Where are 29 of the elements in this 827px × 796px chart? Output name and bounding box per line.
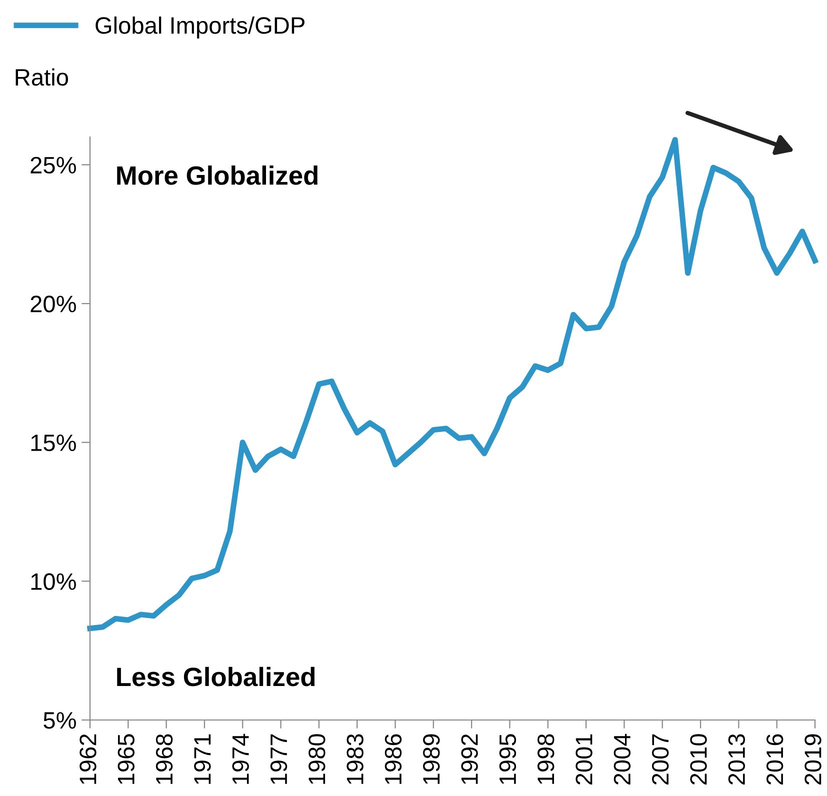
y-tick-label: 5% [44,712,76,729]
x-tick-label: 2004 [614,734,631,785]
y-tick-label: 10% [31,573,76,590]
x-tick-label: 2019 [804,734,822,785]
x-tick-label: 2007 [652,734,669,785]
annotation: More Globalized [117,166,318,185]
x-tick-label: 1962 [80,734,96,784]
x-tick-label: 1965 [118,734,134,784]
y-axis-title: Ratio [16,68,68,86]
x-tick-label: 1995 [499,734,516,784]
x-tick-label: 1971 [194,734,211,784]
x-tick-label: 1974 [232,734,249,784]
y-tick-label: 20% [30,296,76,312]
legend-label: Global Imports/GDP [96,16,304,39]
x-tick-label: 1992 [461,734,478,784]
x-tick-label: 1968 [156,734,173,784]
x-tick-label: 1989 [423,734,440,784]
annotation: Less Globalized [117,666,315,686]
x-tick-label: 2001 [576,734,592,785]
x-tick-label: 1998 [538,734,554,784]
x-tick-label: 2010 [690,734,707,785]
x-tick-label: 2013 [728,734,746,785]
x-tick-label: 1983 [346,734,364,784]
x-tick-label: 1980 [308,734,326,784]
x-tick-label: 1977 [270,734,288,784]
y-tick-label: 15% [31,434,76,452]
x-tick-label: 1986 [384,734,402,784]
x-tick-label: 2016 [766,734,784,785]
y-tick-label: 25% [30,156,76,174]
